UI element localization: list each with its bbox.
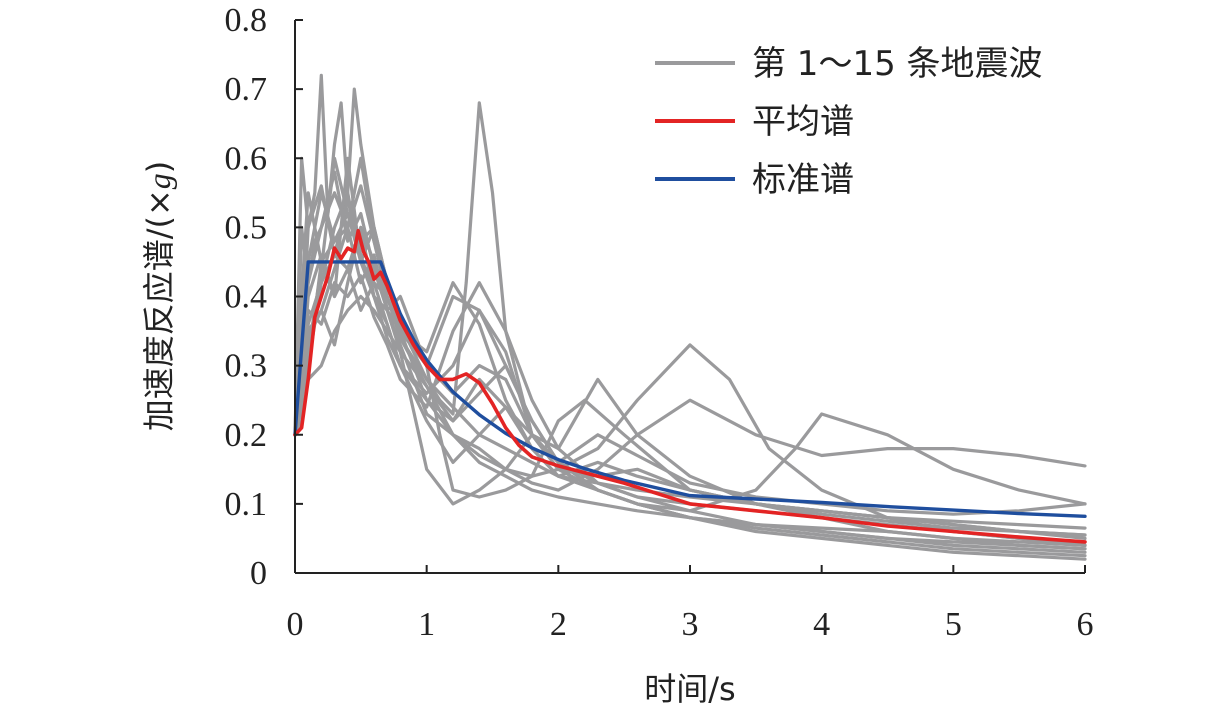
- x-tick-label: 1: [418, 606, 435, 643]
- mean-spectrum-line: [293, 229, 1087, 544]
- x-tick-label: 2: [550, 606, 567, 643]
- legend-item-mean: 平均谱: [655, 102, 854, 142]
- legend-label-standard: 标准谱: [752, 160, 854, 200]
- wave-line-15: [293, 184, 1087, 537]
- y-tick-label: 0.6: [225, 140, 268, 177]
- x-ticks: 0 1 2 3 4 5 6: [287, 565, 1094, 643]
- y-tick-label: 0.5: [225, 209, 268, 246]
- y-ticks: 0 0.1 0.2 0.3 0.4 0.5 0.6 0.7 0.8: [225, 2, 303, 592]
- x-tick-label: 6: [1077, 606, 1094, 643]
- x-tick-label: 4: [813, 606, 830, 643]
- y-axis-title-suffix: ): [140, 161, 178, 173]
- mean-spectrum-layer: [293, 229, 1087, 544]
- y-tick-label: 0.3: [225, 348, 268, 385]
- legend: 第 1～15 条地震波 平均谱 标准谱: [655, 44, 1043, 200]
- wave-line-3: [293, 156, 1087, 492]
- x-tick-label: 3: [682, 606, 699, 643]
- y-axis-title-unit: g: [141, 173, 177, 189]
- x-tick-label: 5: [945, 606, 962, 643]
- y-tick-label: 0.2: [225, 417, 268, 454]
- legend-item-standard: 标准谱: [655, 160, 854, 200]
- standard-spectrum-line: [293, 260, 1087, 518]
- y-tick-label: 0: [250, 555, 267, 592]
- legend-label-mean: 平均谱: [752, 102, 854, 142]
- earthquake-waves-layer: [293, 73, 1087, 561]
- x-axis-title: 时间/s: [644, 670, 735, 708]
- wave-line-5: [293, 191, 1087, 513]
- wave-line-9: [293, 191, 1087, 547]
- legend-item-waves: 第 1～15 条地震波: [655, 44, 1043, 84]
- y-tick-label: 0.8: [225, 2, 268, 39]
- legend-label-waves: 第 1～15 条地震波: [752, 44, 1043, 84]
- y-tick-label: 0.4: [225, 279, 268, 316]
- x-tick-label: 0: [287, 606, 304, 643]
- y-axis-title-prefix: 加速度反应谱/(×: [140, 189, 178, 431]
- standard-spectrum-layer: [293, 260, 1087, 518]
- y-tick-label: 0.1: [225, 486, 268, 523]
- y-axis-title: 加速度反应谱/(×g): [140, 161, 178, 432]
- y-tick-label: 0.7: [225, 71, 268, 108]
- wave-line-12: [293, 170, 1087, 551]
